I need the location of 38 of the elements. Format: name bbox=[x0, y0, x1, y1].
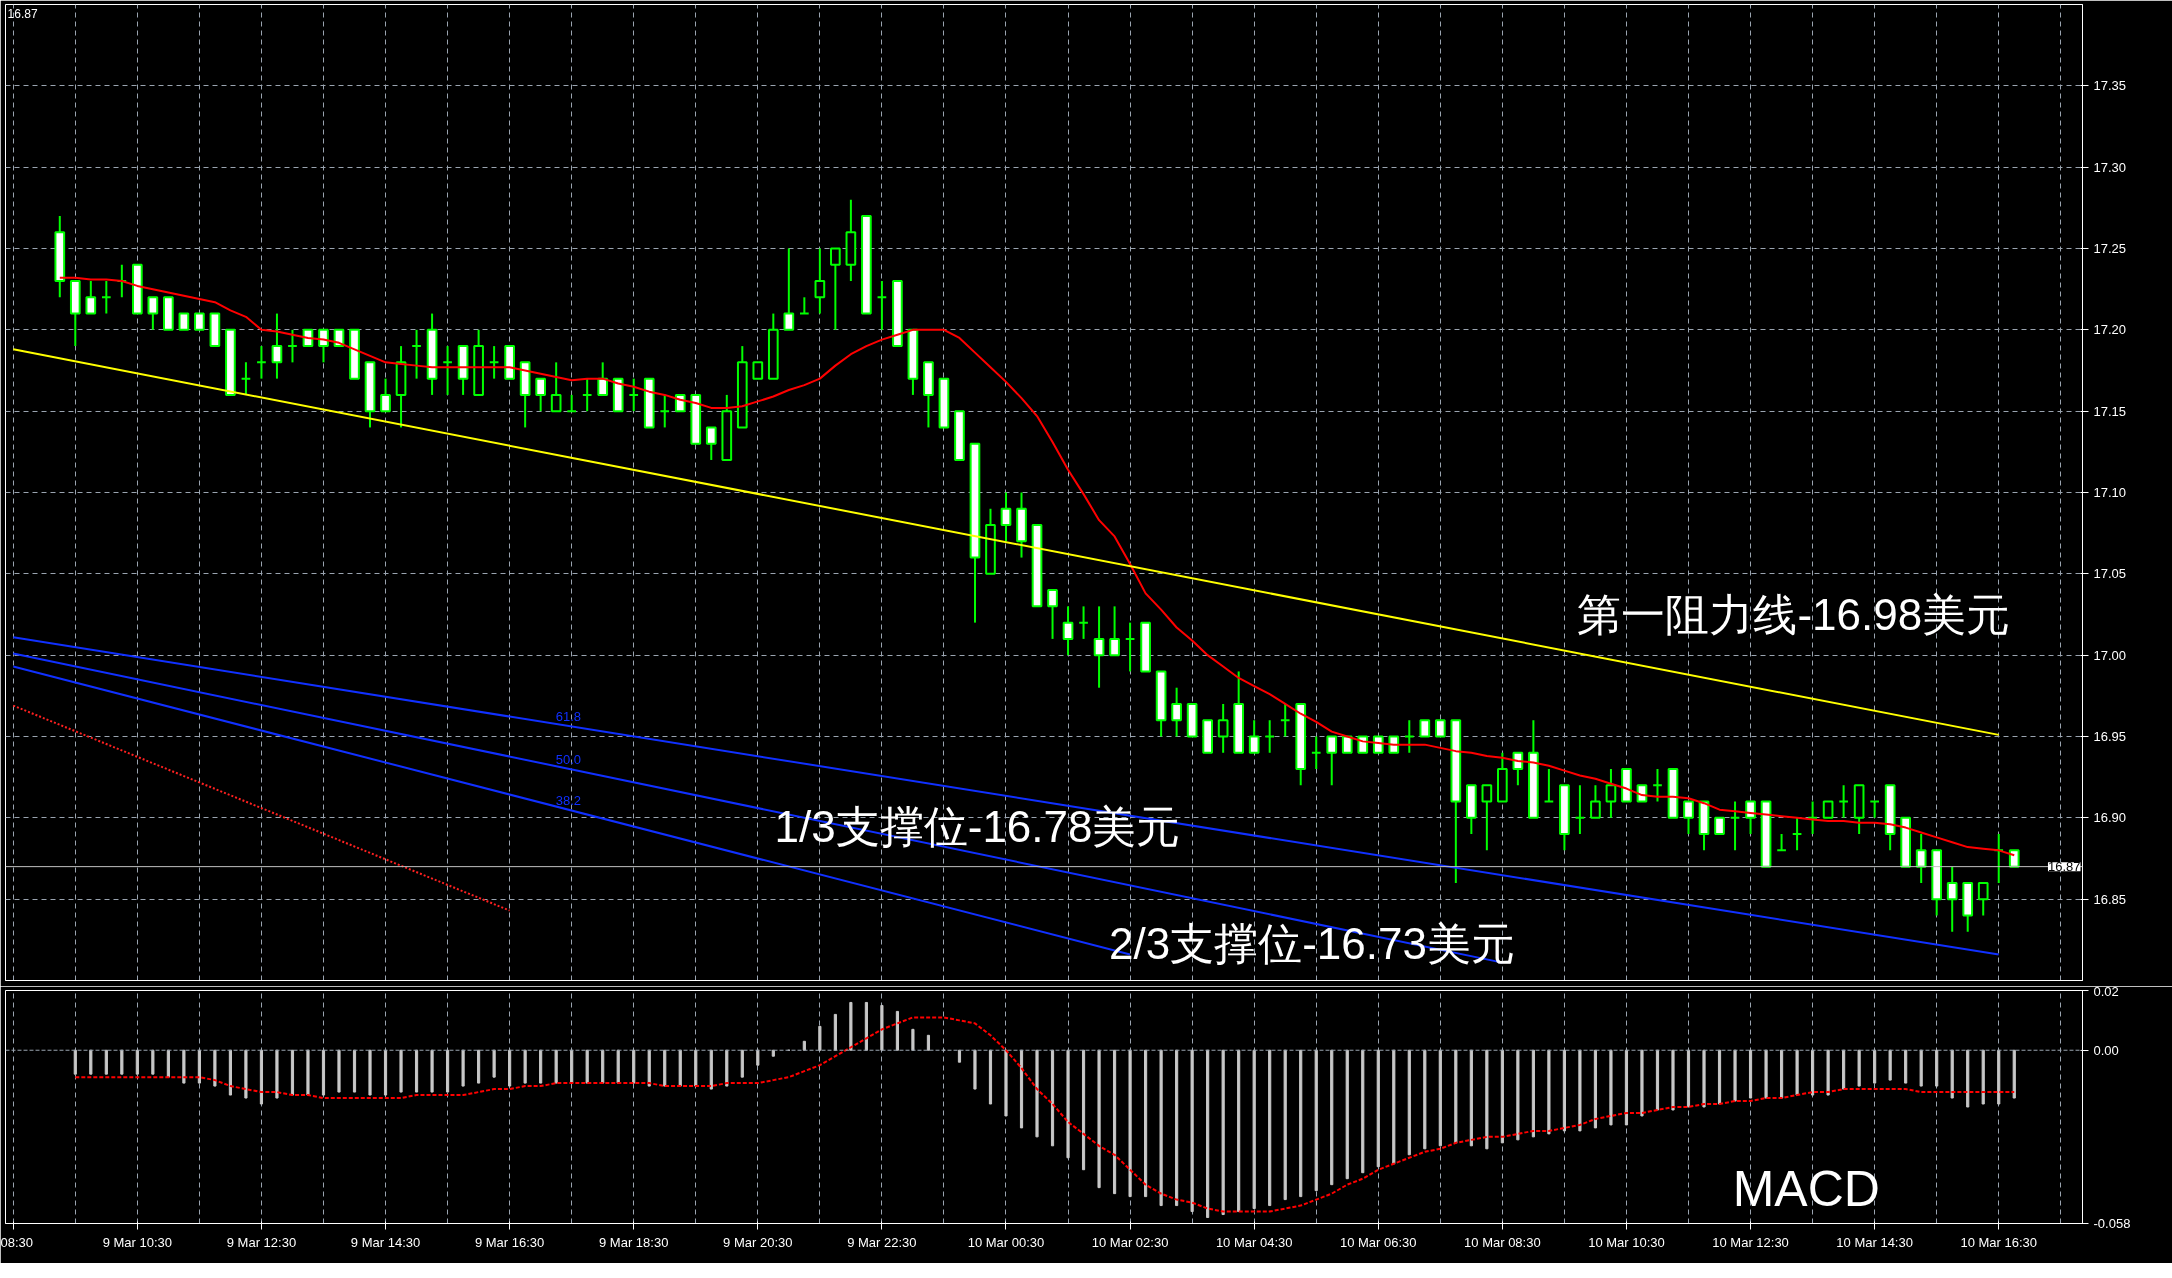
annotation: 第一阻力线-16.98美元 bbox=[1577, 590, 2011, 639]
x-tick-label: 10 Mar 00:30 bbox=[967, 1234, 1045, 1250]
x-tick-label: 10 Mar 10:30 bbox=[1588, 1234, 1665, 1250]
y-tick-label: 17.30 bbox=[2093, 159, 2127, 175]
x-tick-label: 9 Mar 14:30 bbox=[350, 1234, 421, 1250]
ref-line-label: 16.87 bbox=[2047, 859, 2081, 875]
y-tick-label: 17.35 bbox=[2093, 78, 2127, 94]
y-tick-label: 16.95 bbox=[2093, 729, 2127, 744]
x-tick-label: 10 Mar 06:30 bbox=[1339, 1234, 1417, 1250]
annotation: 16.87 bbox=[7, 7, 38, 22]
x-tick-label: 9 Mar 10:30 bbox=[102, 1234, 173, 1250]
y-tick-label: 17.05 bbox=[2093, 566, 2127, 582]
y-tick-label: 0.02 bbox=[2093, 983, 2119, 999]
y-tick-label: 17.10 bbox=[2093, 485, 2127, 500]
series-label: 38.2 bbox=[555, 792, 582, 808]
x-tick-label: 10 Mar 02:30 bbox=[1091, 1234, 1169, 1250]
series-label: 50.0 bbox=[555, 751, 582, 767]
x-tick-label: 10 Mar 12:30 bbox=[1712, 1234, 1789, 1250]
x-tick-label: 9 Mar 12:30 bbox=[226, 1234, 297, 1250]
x-tick-label: 9 Mar 22:30 bbox=[847, 1234, 917, 1250]
x-tick-label: 10 Mar 16:30 bbox=[1960, 1234, 2038, 1250]
x-tick-label: 9 Mar 16:30 bbox=[474, 1234, 545, 1250]
y-tick-label: 17.15 bbox=[2093, 403, 2127, 419]
x-tick-label: 9 Mar 20:30 bbox=[723, 1234, 793, 1250]
y-tick-label: 17.00 bbox=[2093, 647, 2127, 663]
y-tick-label: 0.00 bbox=[2093, 1042, 2119, 1058]
y-tick-label: 17.20 bbox=[2093, 322, 2127, 338]
x-tick-label: 10 Mar 08:30 bbox=[1464, 1234, 1541, 1250]
x-tick-label: 10 Mar 04:30 bbox=[1215, 1234, 1293, 1250]
y-tick-label: -0.058 bbox=[2093, 1216, 2131, 1231]
x-tick-label: 10 Mar 14:30 bbox=[1836, 1234, 1913, 1250]
y-tick-label: 17.25 bbox=[2093, 241, 2127, 256]
annotation: MACD bbox=[1732, 1160, 1880, 1217]
y-tick-label: 16.85 bbox=[2093, 891, 2127, 907]
x-tick-label: 9 Mar 18:30 bbox=[599, 1234, 669, 1250]
y-tick-label: 16.90 bbox=[2093, 810, 2127, 826]
x-tick-label: 08:30 bbox=[0, 1234, 34, 1250]
series-label: 61.8 bbox=[555, 708, 582, 724]
